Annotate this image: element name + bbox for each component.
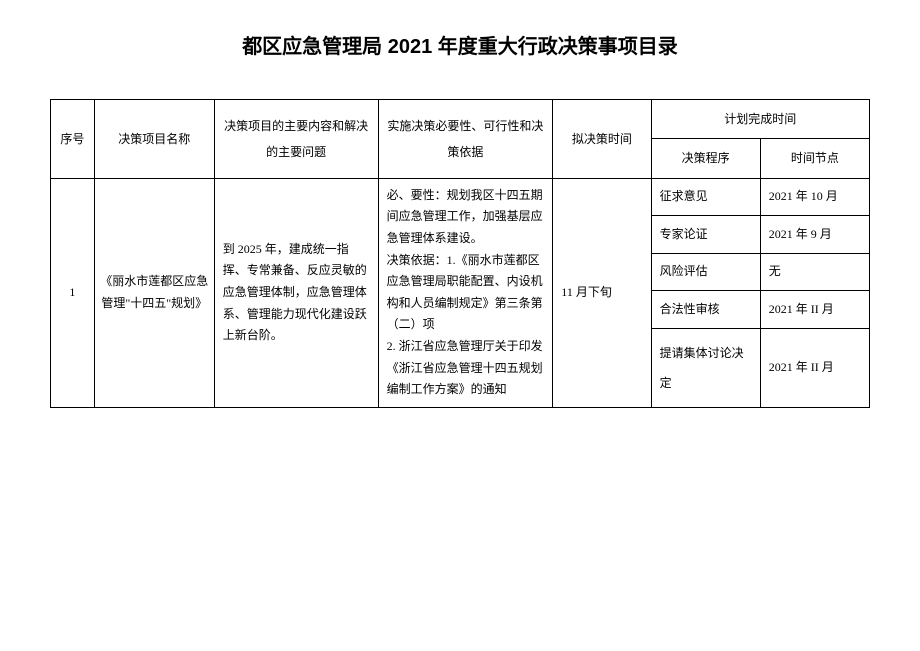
cell-proc-1: 专家论证 — [651, 216, 760, 253]
page-title: 都区应急管理局 2021 年度重大行政决策事项目录 — [50, 30, 870, 59]
cell-node-0: 2021 年 10 月 — [760, 178, 869, 215]
data-row-1: 1 《丽水市莲都区应急管理"十四五"规划》 到 2025 年，建成统一指挥、专常… — [51, 178, 870, 215]
header-procedure: 决策程序 — [651, 139, 760, 178]
header-plan-time: 拟决策时间 — [553, 100, 651, 179]
header-time-node: 时间节点 — [760, 139, 869, 178]
cell-proc-0: 征求意见 — [651, 178, 760, 215]
cell-plan-time: 11 月下旬 — [553, 178, 651, 407]
cell-proc-3: 合法性审核 — [651, 291, 760, 328]
cell-proc-4: 提请集体讨论决定 — [651, 328, 760, 407]
cell-node-1: 2021 年 9 月 — [760, 216, 869, 253]
cell-node-4: 2021 年 II 月 — [760, 328, 869, 407]
cell-proc-2: 风险评估 — [651, 253, 760, 290]
header-seq: 序号 — [51, 100, 95, 179]
cell-name: 《丽水市莲都区应急管理"十四五"规划》 — [94, 178, 214, 407]
cell-node-2: 无 — [760, 253, 869, 290]
header-complete-time: 计划完成时间 — [651, 100, 869, 139]
cell-basis: 必、要性：规划我区十四五期间应急管理工作，加强基层应急管理体系建设。 决策依据：… — [378, 178, 553, 407]
header-row-1: 序号 决策项目名称 决策项目的主要内容和解决的主要问题 实施决策必要性、可行性和… — [51, 100, 870, 139]
header-content: 决策项目的主要内容和解决的主要问题 — [214, 100, 378, 179]
decision-table: 序号 决策项目名称 决策项目的主要内容和解决的主要问题 实施决策必要性、可行性和… — [50, 99, 870, 408]
cell-content: 到 2025 年，建成统一指挥、专常兼备、反应灵敏的应急管理体制，应急管理体系、… — [214, 178, 378, 407]
header-name: 决策项目名称 — [94, 100, 214, 179]
cell-node-3: 2021 年 II 月 — [760, 291, 869, 328]
header-basis: 实施决策必要性、可行性和决策依据 — [378, 100, 553, 179]
cell-seq: 1 — [51, 178, 95, 407]
